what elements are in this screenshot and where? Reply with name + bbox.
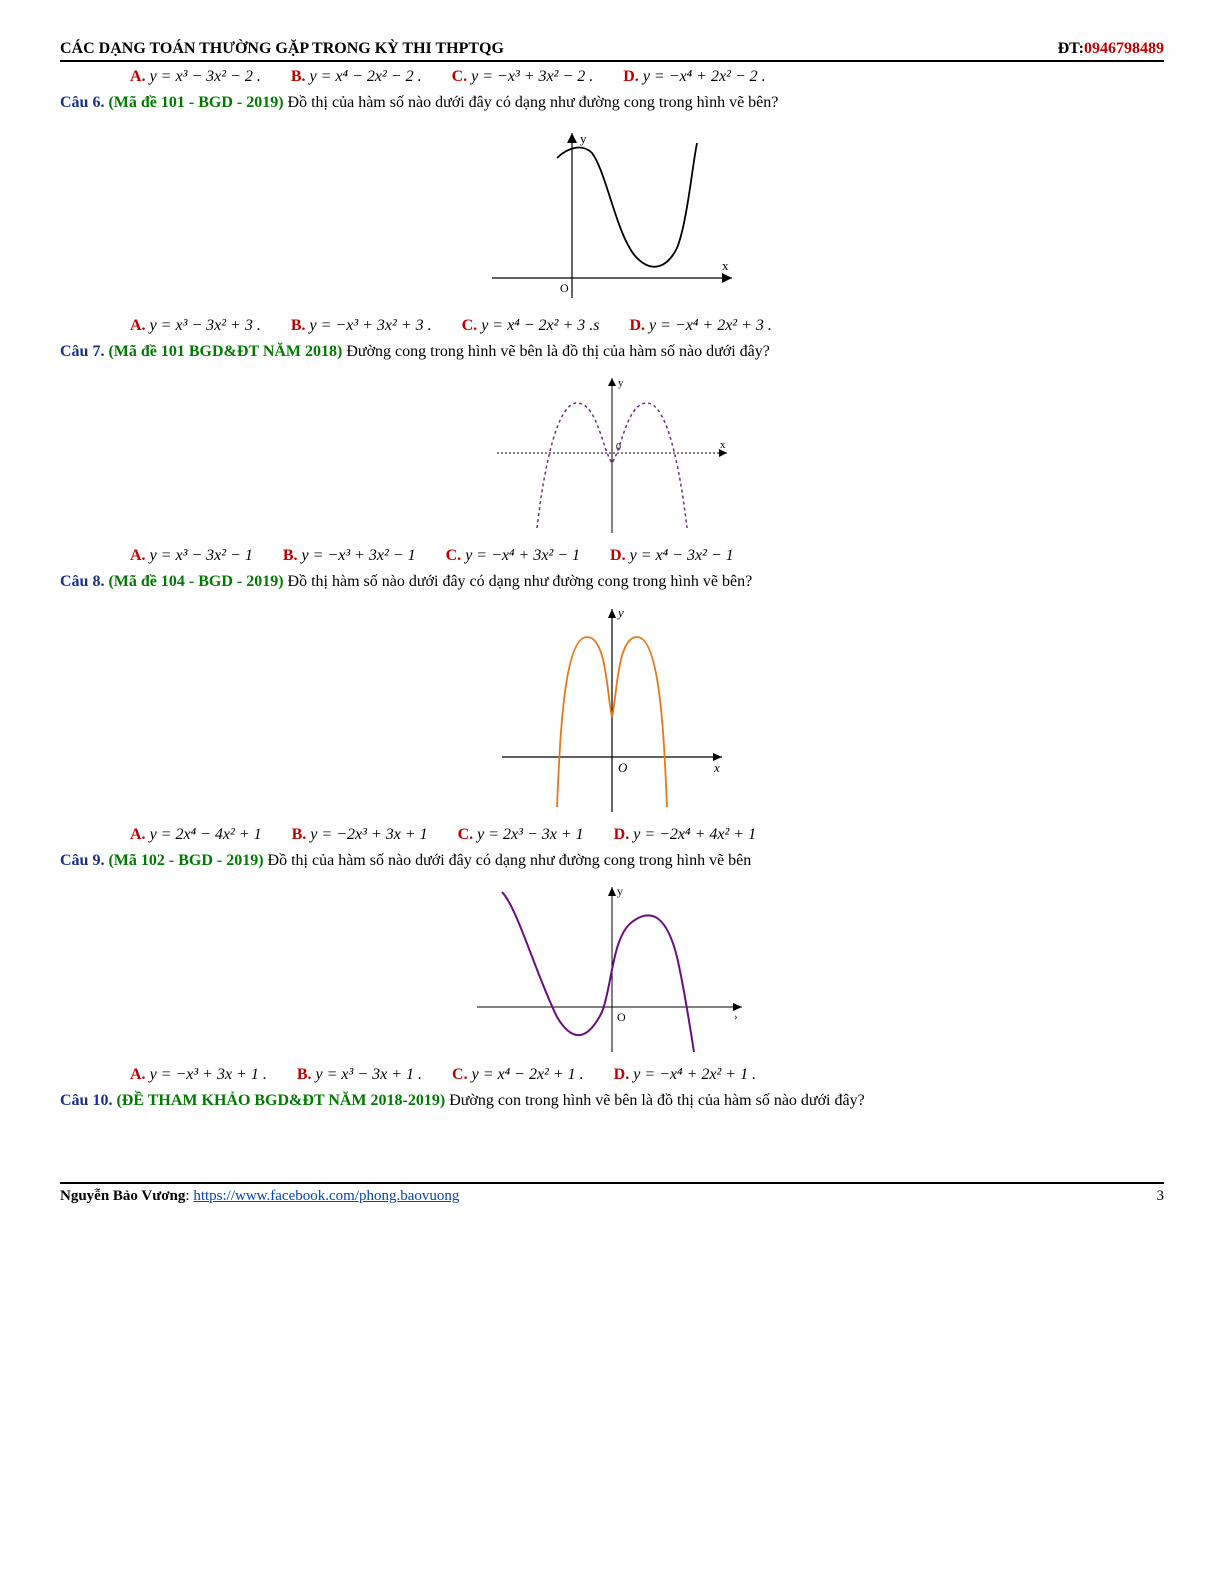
q6-opt-d: D.y = −x⁴ + 2x² + 3 . <box>629 317 771 335</box>
q9-opt-c: C.y = x⁴ − 2x² + 1 . <box>452 1066 584 1084</box>
q9-options: A.y = −x³ + 3x + 1 . B.y = x³ − 3x + 1 .… <box>60 1066 1164 1084</box>
q6-opt-c: C.y = x⁴ − 2x² + 3 .s <box>462 317 600 335</box>
q8-opt-d: D.y = −2x⁴ + 4x² + 1 <box>614 826 756 844</box>
q8-opt-a: A.y = 2x⁴ − 4x² + 1 <box>130 826 262 844</box>
svg-text:y: y <box>580 131 587 146</box>
q8-graph: y x O <box>60 597 1164 822</box>
footer-link[interactable]: https://www.facebook.com/phong.baovuong <box>193 1188 459 1204</box>
q5-opt-b: B.y = x⁴ − 2x² − 2 . <box>291 68 422 86</box>
svg-text:x: x <box>713 760 720 775</box>
q9-opt-a: A.y = −x³ + 3x + 1 . <box>130 1066 267 1084</box>
q5-opt-a: A.y = x³ − 3x² − 2 . <box>130 68 261 86</box>
svg-text:O: O <box>560 281 569 295</box>
q6-graph: y x O <box>60 118 1164 313</box>
q10: Câu 10. (ĐỀ THAM KHẢO BGD&ĐT NĂM 2018-20… <box>60 1090 1164 1112</box>
header-title: CÁC DẠNG TOÁN THƯỜNG GẶP TRONG KỲ THI TH… <box>60 40 504 58</box>
footer-author: Nguyễn Bảo Vương: https://www.facebook.c… <box>60 1188 459 1205</box>
svg-text:O: O <box>617 1010 626 1024</box>
q5-opt-c: C.y = −x³ + 3x² − 2 . <box>452 68 594 86</box>
page-header: CÁC DẠNG TOÁN THƯỜNG GẶP TRONG KỲ THI TH… <box>60 40 1164 62</box>
svg-text:O: O <box>618 760 628 775</box>
q5-options: A.y = x³ − 3x² − 2 . B.y = x⁴ − 2x² − 2 … <box>60 68 1164 86</box>
q5-opt-d: D.y = −x⁴ + 2x² − 2 . <box>623 68 765 86</box>
svg-text:y: y <box>616 605 624 620</box>
svg-text:y: y <box>617 884 623 898</box>
svg-text:y: y <box>618 377 624 389</box>
svg-text:x: x <box>720 439 726 451</box>
header-phone: ĐT:0946798489 <box>1058 40 1164 58</box>
q6-chart: y x O <box>472 118 752 308</box>
q6: Câu 6. (Mã đề 101 - BGD - 2019) Đồ thị c… <box>60 92 1164 114</box>
q7-options: A.y = x³ − 3x² − 1 B.y = −x³ + 3x² − 1 C… <box>60 547 1164 565</box>
page-number: 3 <box>1157 1188 1165 1205</box>
q7: Câu 7. (Mã đề 101 BGD&ĐT NĂM 2018) Đường… <box>60 341 1164 363</box>
q8-options: A.y = 2x⁴ − 4x² + 1 B.y = −2x³ + 3x + 1 … <box>60 826 1164 844</box>
q6-opt-b: B.y = −x³ + 3x² + 3 . <box>291 317 432 335</box>
q7-opt-d: D.y = x⁴ − 3x² − 1 <box>610 547 734 565</box>
q8-opt-c: C.y = 2x³ − 3x + 1 <box>458 826 584 844</box>
svg-text:x: x <box>722 258 729 273</box>
q9-graph: y › O <box>60 877 1164 1062</box>
q6-options: A.y = x³ − 3x² + 3 . B.y = −x³ + 3x² + 3… <box>60 317 1164 335</box>
q7-opt-c: C.y = −x⁴ + 3x² − 1 <box>446 547 580 565</box>
q9: Câu 9. (Mã 102 - BGD - 2019) Đồ thị của … <box>60 850 1164 872</box>
q9-opt-d: D.y = −x⁴ + 2x² + 1 . <box>614 1066 756 1084</box>
q7-opt-a: A.y = x³ − 3x² − 1 <box>130 547 253 565</box>
svg-text:›: › <box>734 1011 738 1023</box>
page-footer: Nguyễn Bảo Vương: https://www.facebook.c… <box>60 1182 1164 1205</box>
q8: Câu 8. (Mã đề 104 - BGD - 2019) Đồ thị h… <box>60 571 1164 593</box>
q9-chart: y › O <box>462 877 762 1057</box>
q8-chart: y x O <box>482 597 742 817</box>
q7-opt-b: B.y = −x³ + 3x² − 1 <box>283 547 416 565</box>
q6-opt-a: A.y = x³ − 3x² + 3 . <box>130 317 261 335</box>
q7-graph: y x 0 <box>60 368 1164 543</box>
q7-chart: y x 0 <box>482 368 742 538</box>
q8-opt-b: B.y = −2x³ + 3x + 1 <box>292 826 428 844</box>
q9-opt-b: B.y = x³ − 3x + 1 . <box>297 1066 422 1084</box>
